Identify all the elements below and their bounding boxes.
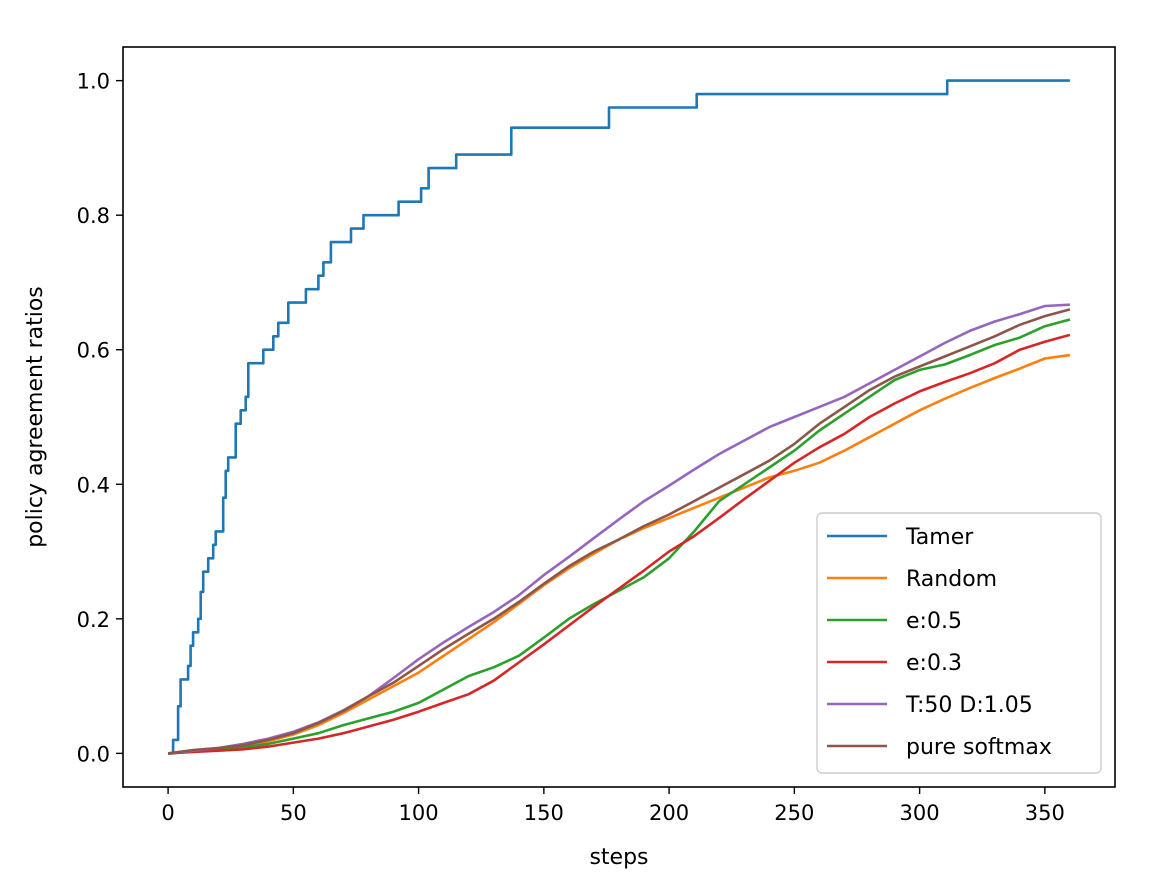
y-tick-label: 0.8 — [77, 204, 110, 228]
legend-label: pure softmax — [906, 735, 1052, 760]
y-tick-label: 1.0 — [77, 70, 110, 94]
x-tick-label: 100 — [399, 801, 439, 825]
x-tick-label: 250 — [774, 801, 814, 825]
x-tick-label: 0 — [161, 801, 174, 825]
series-line-e-0-5 — [167, 318, 1071, 755]
x-axis-ticks: 0 50 100 150 200 250 300 350 — [161, 787, 1065, 825]
x-axis-label: steps — [589, 845, 648, 870]
x-tick-label: 300 — [900, 801, 940, 825]
legend: Tamer Random e:0.5 e:0.3 T:50 D:1.05 pure sof… — [816, 512, 1102, 774]
x-tick-label: 350 — [1025, 801, 1065, 825]
legend-label: Tamer — [905, 525, 974, 550]
series-layer — [167, 79, 1071, 755]
legend-label: e:0.3 — [906, 651, 962, 676]
x-tick-label: 150 — [524, 801, 564, 825]
series-line-tamer — [168, 79, 1070, 755]
legend-label: e:0.5 — [906, 609, 962, 634]
y-axis-label: policy agreement ratios — [23, 286, 48, 548]
series-line-pure-softmax — [167, 308, 1071, 755]
y-axis-ticks: 0.0 0.2 0.4 0.6 0.8 1.0 — [77, 70, 123, 766]
x-tick-label: 50 — [280, 801, 307, 825]
legend-box — [816, 512, 1102, 774]
y-tick-label: 0.6 — [77, 339, 110, 363]
x-tick-label: 200 — [649, 801, 689, 825]
y-tick-label: 0.4 — [77, 473, 110, 497]
plot-frame — [122, 46, 1116, 788]
series-line-e-0-3 — [168, 333, 1071, 755]
y-tick-label: 0.2 — [77, 608, 110, 632]
y-tick-label: 0.0 — [77, 742, 110, 766]
legend-label: T:50 D:1.05 — [905, 693, 1033, 718]
legend-label: Random — [906, 567, 997, 592]
